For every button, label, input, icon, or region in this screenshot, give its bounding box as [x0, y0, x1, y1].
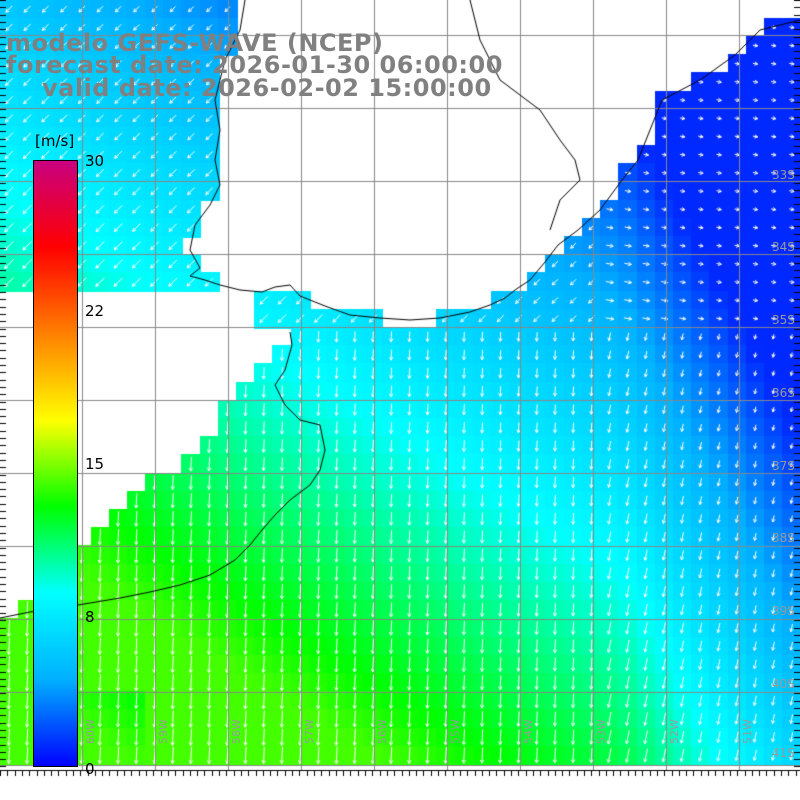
- colorbar-tick-22: 22: [85, 302, 105, 320]
- lon-label-51w: 51W: [741, 719, 754, 744]
- colorbar: [33, 160, 78, 767]
- lat-label-39s: 39S: [772, 604, 795, 618]
- colorbar-tick-0: 0: [85, 760, 95, 778]
- lon-label-59w: 59W: [157, 719, 170, 744]
- lat-label-40s: 40S: [772, 677, 795, 691]
- lon-label-52w: 52W: [668, 719, 681, 744]
- colorbar-unit: [m/s]: [35, 132, 75, 150]
- lon-label-54w: 54W: [522, 719, 535, 744]
- lon-label-57w: 57W: [303, 719, 316, 744]
- lon-label-60w: 60W: [84, 719, 97, 744]
- lat-label-34s: 34S: [772, 240, 795, 254]
- lat-label-33s: 33S: [772, 168, 795, 182]
- colorbar-tick-30: 30: [85, 152, 105, 170]
- model-title: modelo GEFS-WAVE (NCEP): [6, 29, 384, 57]
- lat-label-37s: 37S: [772, 459, 795, 473]
- lat-label-41s: 41S: [772, 746, 795, 760]
- colorbar-tick-8: 8: [85, 608, 95, 626]
- lat-label-35s: 35S: [772, 313, 795, 327]
- valid-date: valid date: 2026-02-02 15:00:00: [42, 74, 492, 102]
- lon-label-58w: 58W: [230, 719, 243, 744]
- lon-label-56w: 56W: [376, 719, 389, 744]
- forecast-date: forecast date: 2026-01-30 06:00:00: [6, 51, 503, 79]
- colorbar-tick-15: 15: [85, 455, 105, 473]
- lon-label-53w: 53W: [595, 719, 608, 744]
- lat-label-38s: 38S: [772, 531, 795, 545]
- lon-label-55w: 55W: [449, 719, 462, 744]
- lat-label-36s: 36S: [772, 386, 795, 400]
